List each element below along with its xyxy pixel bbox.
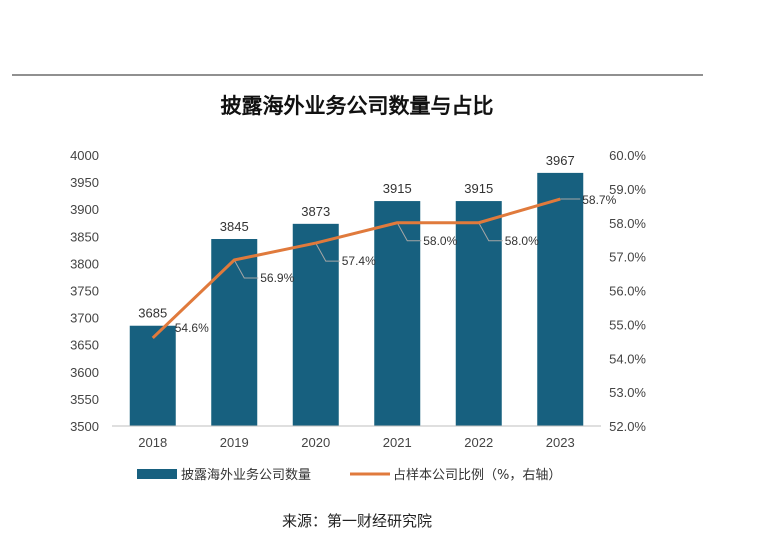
left-tick-label: 3800 [70, 256, 99, 271]
left-tick-label: 3600 [70, 365, 99, 380]
right-tick-label: 54.0% [609, 351, 646, 366]
left-tick-label: 3750 [70, 284, 99, 299]
right-tick-label: 52.0% [609, 419, 646, 434]
bar-value-label: 3873 [301, 204, 330, 219]
bar-value-label: 3967 [546, 153, 575, 168]
line-value-label: 58.0% [423, 234, 457, 248]
bar-value-label: 3685 [138, 306, 167, 321]
left-tick-label: 3850 [70, 229, 99, 244]
right-tick-label: 58.0% [609, 216, 646, 231]
x-tick-label: 2022 [464, 435, 493, 450]
left-tick-label: 3650 [70, 338, 99, 353]
x-tick-label: 2020 [301, 435, 330, 450]
legend: 披露海外业务公司数量 占样本公司比例（%，右轴） [137, 467, 561, 483]
line-value-labels: 54.6% 56.9% 57.4% 58.0% 58.0% 58.7% [175, 193, 617, 335]
leader-line [233, 259, 259, 279]
legend-bar-swatch [137, 469, 177, 479]
right-tick-label: 57.0% [609, 250, 646, 265]
right-tick-label: 53.0% [609, 385, 646, 400]
right-tick-label: 59.0% [609, 182, 646, 197]
left-tick-label: 3700 [70, 311, 99, 326]
ratio-line [151, 197, 561, 340]
line-label-leaders [233, 198, 581, 279]
x-tick-label: 2023 [546, 435, 575, 450]
bar-series [129, 172, 584, 426]
bar-value-label: 3915 [464, 181, 493, 196]
left-tick-label: 4000 [70, 148, 99, 163]
x-tick-label: 2018 [138, 435, 167, 450]
bar-value-labels: 3685 3845 3873 3915 3915 3967 [138, 153, 574, 321]
bar-value-label: 3845 [220, 219, 249, 234]
x-tick-label: 2019 [220, 435, 249, 450]
line-value-label: 58.7% [582, 193, 616, 207]
bar [537, 172, 584, 426]
source-note: 来源：第一财经研究院 [282, 512, 432, 530]
bar [455, 201, 502, 426]
left-tick-label: 3500 [70, 419, 99, 434]
left-tick-label: 3900 [70, 202, 99, 217]
line-value-label: 56.9% [260, 271, 294, 285]
line-value-label: 54.6% [175, 321, 209, 335]
bar [292, 223, 339, 426]
right-axis: 52.0% 53.0% 54.0% 55.0% 56.0% 57.0% 58.0% 59.0%… [609, 148, 646, 434]
bar [374, 201, 421, 426]
left-tick-label: 3950 [70, 175, 99, 190]
line-value-label: 57.4% [342, 254, 376, 268]
legend-line-label: 占样本公司比例（%，右轴） [393, 468, 561, 483]
bar [129, 325, 176, 426]
left-tick-label: 3550 [70, 392, 99, 407]
bar [211, 239, 258, 426]
left-axis: 3500 3550 3600 3650 3700 3750 3800 3850 3900 3950… [70, 148, 99, 434]
right-tick-label: 60.0% [609, 148, 646, 163]
right-tick-label: 56.0% [609, 284, 646, 299]
leader-line [478, 222, 503, 242]
right-tick-label: 55.0% [609, 317, 646, 332]
leader-line [315, 242, 340, 262]
x-axis: 2018 2019 2020 2021 2022 2023 [138, 435, 574, 450]
bar-value-label: 3915 [383, 181, 412, 196]
line-value-label: 58.0% [505, 234, 539, 248]
x-tick-label: 2021 [383, 435, 412, 450]
leader-line [396, 222, 422, 242]
chart-title: 披露海外业务公司数量与占比 [221, 93, 494, 118]
legend-bar-label: 披露海外业务公司数量 [181, 467, 311, 483]
